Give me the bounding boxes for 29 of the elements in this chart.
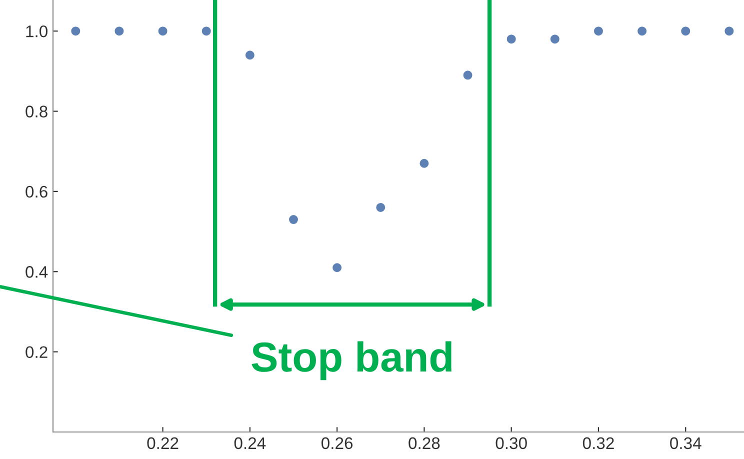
point <box>289 215 298 224</box>
point <box>681 26 690 36</box>
point <box>202 26 211 36</box>
x-tick-label: 0.34 <box>670 437 702 450</box>
point <box>506 34 516 44</box>
x-tick-label: 0.30 <box>496 437 527 450</box>
y-tick-label: 0.4 <box>26 266 48 278</box>
x-tick-label: 0.26 <box>322 437 353 450</box>
point <box>550 34 560 44</box>
x-tick-label: 0.22 <box>147 437 178 450</box>
point <box>71 26 80 36</box>
point <box>332 263 342 272</box>
point <box>114 26 124 36</box>
x-tick-label: 0.24 <box>234 437 266 450</box>
x-tick-label: 0.32 <box>582 437 614 450</box>
point <box>376 202 386 212</box>
y-tick-label: 1.0 <box>26 25 48 38</box>
x-tick-label: 0.28 <box>408 437 440 450</box>
point <box>463 70 472 80</box>
y-tick-label: 0.8 <box>26 106 48 118</box>
point <box>420 158 429 168</box>
point <box>245 50 254 60</box>
annotation: Stop band <box>252 341 452 380</box>
y-tick-label: 0.2 <box>26 346 48 358</box>
point <box>158 26 168 36</box>
point <box>724 26 734 36</box>
point <box>594 26 603 36</box>
point <box>638 26 647 36</box>
y-tick-label: 0.6 <box>26 186 48 198</box>
